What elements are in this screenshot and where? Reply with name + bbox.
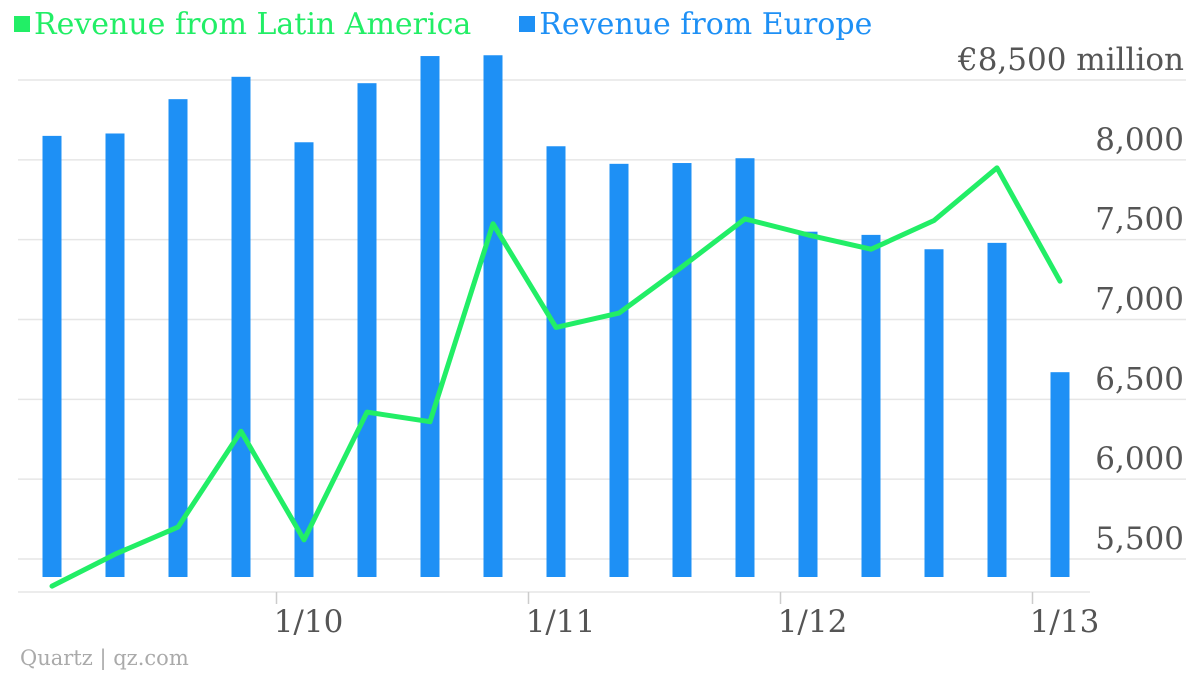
y-tick-label-6500: 6,500 (1095, 361, 1184, 397)
europe-bar-1 (105, 133, 125, 577)
europe-bar-7 (483, 55, 503, 578)
legend-swatch-latin-america (14, 16, 30, 32)
y-tick-label-7500: 7,500 (1095, 202, 1184, 238)
europe-bar-16 (1050, 372, 1070, 577)
legend-item-latin-america: Revenue from Latin America (14, 7, 471, 42)
europe-bar-9 (609, 163, 629, 577)
europe-bar-5 (357, 83, 377, 578)
latin-america-line (49, 165, 1063, 589)
europe-bar-6 (420, 56, 440, 578)
x-tick-label-2: 1/12 (778, 604, 848, 640)
legend-label-latin-america: Revenue from Latin America (34, 6, 472, 42)
legend-label-europe: Revenue from Europe (539, 6, 873, 42)
europe-bar-0 (42, 135, 62, 577)
x-tick-label-1: 1/11 (526, 604, 596, 640)
x-tick-label-0: 1/10 (274, 604, 344, 640)
legend: Revenue from Latin America Revenue from … (14, 2, 920, 46)
europe-bar-2 (168, 99, 188, 577)
legend-swatch-europe (519, 16, 536, 32)
europe-bar-4 (294, 142, 314, 577)
y-tick-label-8500: €8,500 million (957, 42, 1184, 78)
europe-bar-15 (987, 242, 1007, 578)
europe-bar-8 (546, 146, 566, 578)
x-axis: 1/10 1/11 1/12 1/13 (18, 591, 1100, 640)
y-tick-label-6000: 6,000 (1095, 441, 1184, 477)
europe-bars (42, 55, 1070, 578)
legend-item-europe: Revenue from Europe (519, 7, 872, 42)
europe-bar-10 (672, 163, 692, 577)
y-tick-label-5500: 5,500 (1095, 521, 1184, 557)
europe-bar-14 (924, 249, 944, 577)
europe-bar-11 (735, 158, 755, 577)
europe-bar-12 (798, 231, 818, 577)
x-tick-label-3: 1/13 (1030, 604, 1100, 640)
y-tick-label-8000: 8,000 (1095, 122, 1184, 158)
y-tick-label-7000: 7,000 (1095, 282, 1184, 318)
y-axis-labels: 5,500 6,000 6,500 7,000 7,500 8,000 €8,500 mil… (957, 42, 1184, 557)
europe-bar-13 (861, 234, 881, 578)
europe-bar-3 (231, 76, 251, 577)
source-credit: Quartz | qz.com (20, 646, 189, 670)
